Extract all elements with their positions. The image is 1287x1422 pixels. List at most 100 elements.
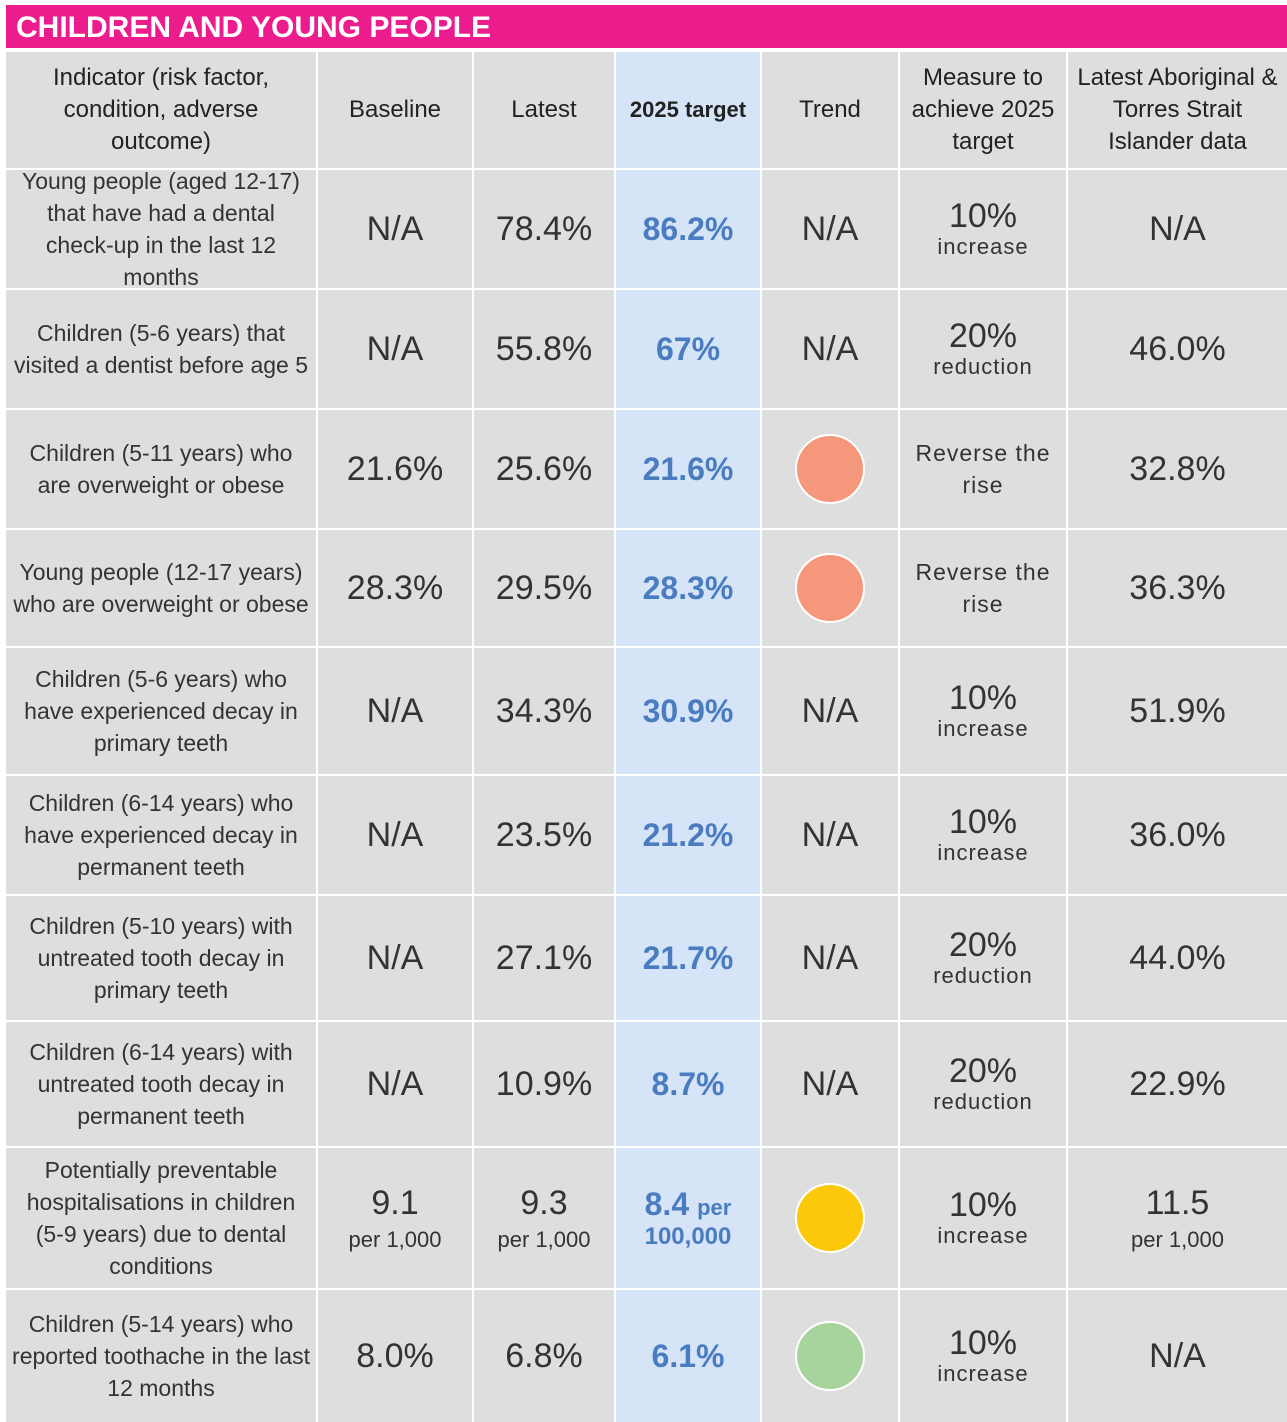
measure-cell: 10% increase xyxy=(900,776,1066,894)
target-cell: 8.4 per 100,000 xyxy=(616,1148,760,1288)
aboriginal-value: N/A xyxy=(1149,1336,1206,1375)
measure-value: 20% xyxy=(948,317,1018,355)
latest-value: 78.4% xyxy=(495,209,593,248)
table: Indicator (risk factor, condition, adver… xyxy=(6,52,1287,1422)
aboriginal-cell: N/A xyxy=(1068,1290,1287,1422)
trend-value: N/A xyxy=(801,815,859,854)
target-value: 8.7% xyxy=(651,1065,725,1102)
trend-cell xyxy=(762,1148,898,1288)
indicator-cell: Children (6-14 years) who have experienc… xyxy=(6,776,316,894)
header-cell: Latest Aboriginal & Torres Strait Island… xyxy=(1068,52,1287,168)
target-cell: 6.1% xyxy=(616,1290,760,1422)
baseline-unit: per 1,000 xyxy=(348,1226,442,1252)
measure-note: increase xyxy=(937,716,1029,741)
measure-value: 10% xyxy=(948,679,1018,717)
target-cell: 86.2% xyxy=(616,170,760,288)
aboriginal-cell: 11.5 per 1,000 xyxy=(1068,1148,1287,1288)
target-value: 67% xyxy=(655,330,721,367)
baseline-cell: N/A xyxy=(318,776,472,894)
aboriginal-value: 11.5 xyxy=(1145,1183,1210,1222)
baseline-value: N/A xyxy=(366,209,424,248)
latest-cell: 78.4% xyxy=(474,170,614,288)
baseline-cell: 8.0% xyxy=(318,1290,472,1422)
header-cell: Indicator (risk factor, condition, adver… xyxy=(6,52,316,168)
trend-dot xyxy=(795,1321,865,1391)
section-title: CHILDREN AND YOUNG PEOPLE xyxy=(6,5,1287,48)
baseline-value: N/A xyxy=(366,1064,424,1103)
target-unit: per xyxy=(697,1194,732,1220)
latest-cell: 25.6% xyxy=(474,410,614,528)
baseline-cell: N/A xyxy=(318,170,472,288)
latest-value: 6.8% xyxy=(505,1336,583,1375)
measure-note: increase xyxy=(937,234,1029,259)
trend-cell: N/A xyxy=(762,648,898,774)
aboriginal-cell: 32.8% xyxy=(1068,410,1287,528)
baseline-value: 8.0% xyxy=(356,1336,434,1375)
measure-value: 10% xyxy=(948,1186,1018,1224)
trend-dot xyxy=(795,1183,865,1253)
trend-dot xyxy=(795,434,865,504)
indicator-cell: Young people (12-17 years) who are overw… xyxy=(6,530,316,646)
aboriginal-cell: 44.0% xyxy=(1068,896,1287,1020)
measure-cell: 10% increase xyxy=(900,648,1066,774)
baseline-value: 9.1 xyxy=(371,1183,419,1222)
measure-note: reduction xyxy=(933,1089,1033,1114)
trend-cell xyxy=(762,530,898,646)
header-cell: 2025 target xyxy=(616,52,760,168)
value-line: 8.4 per xyxy=(645,1186,732,1223)
target-cell: 21.2% xyxy=(616,776,760,894)
header-cell: Measure to achieve 2025 target xyxy=(900,52,1066,168)
trend-cell: N/A xyxy=(762,896,898,1020)
target-cell: 28.3% xyxy=(616,530,760,646)
target-value: 21.7% xyxy=(642,939,734,976)
aboriginal-value: 36.3% xyxy=(1129,568,1226,607)
latest-cell: 29.5% xyxy=(474,530,614,646)
baseline-value: N/A xyxy=(366,938,424,977)
baseline-cell: N/A xyxy=(318,896,472,1020)
baseline-value: N/A xyxy=(366,691,424,730)
latest-cell: 55.8% xyxy=(474,290,614,408)
latest-value: 23.5% xyxy=(495,815,593,854)
measure-value: 20% xyxy=(948,1052,1018,1090)
aboriginal-value: 51.9% xyxy=(1129,691,1226,730)
measure-note: reduction xyxy=(933,963,1033,988)
baseline-value: N/A xyxy=(366,329,424,368)
latest-cell: 9.3 per 1,000 xyxy=(474,1148,614,1288)
target-cell: 21.6% xyxy=(616,410,760,528)
measure-cell: 20% reduction xyxy=(900,1022,1066,1146)
latest-value: 34.3% xyxy=(495,691,593,730)
baseline-cell: N/A xyxy=(318,290,472,408)
latest-value: 25.6% xyxy=(495,449,593,488)
target-value: 21.6% xyxy=(642,450,734,487)
header-cell: Trend xyxy=(762,52,898,168)
trend-cell xyxy=(762,1290,898,1422)
latest-cell: 10.9% xyxy=(474,1022,614,1146)
aboriginal-value: 32.8% xyxy=(1129,449,1226,488)
indicator-cell: Children (5-14 years) who reported tooth… xyxy=(6,1290,316,1422)
aboriginal-cell: N/A xyxy=(1068,170,1287,288)
aboriginal-value: 44.0% xyxy=(1129,938,1226,977)
measure-note: reduction xyxy=(933,354,1033,379)
target-value: 30.9% xyxy=(642,692,734,729)
indicator-cell: Children (5-6 years) that visited a dent… xyxy=(6,290,316,408)
header-cell: Baseline xyxy=(318,52,472,168)
trend-value: N/A xyxy=(801,938,859,977)
trend-cell xyxy=(762,410,898,528)
latest-cell: 34.3% xyxy=(474,648,614,774)
target-value: 28.3% xyxy=(642,569,734,606)
aboriginal-cell: 36.3% xyxy=(1068,530,1287,646)
target-unit: 100,000 xyxy=(644,1222,732,1250)
latest-cell: 6.8% xyxy=(474,1290,614,1422)
measure-value: 10% xyxy=(948,197,1018,235)
latest-unit: per 1,000 xyxy=(497,1226,591,1252)
measure-cell: Reverse the rise xyxy=(900,530,1066,646)
indicator-cell: Children (5-6 years) who have experience… xyxy=(6,648,316,774)
trend-value: N/A xyxy=(801,209,859,248)
measure-cell: Reverse the rise xyxy=(900,410,1066,528)
indicator-cell: Children (5-11 years) who are overweight… xyxy=(6,410,316,528)
baseline-value: 28.3% xyxy=(346,568,444,607)
measure-note: increase xyxy=(937,840,1029,865)
measure-value: 10% xyxy=(948,803,1018,841)
trend-cell: N/A xyxy=(762,1022,898,1146)
